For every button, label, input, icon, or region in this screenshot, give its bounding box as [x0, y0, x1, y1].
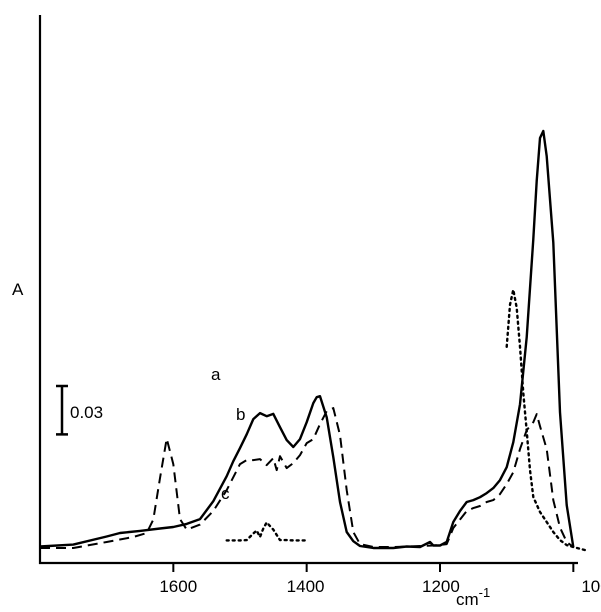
axis-layer	[38, 15, 578, 572]
series-b-label: b	[236, 405, 245, 424]
series-layer	[39, 129, 588, 552]
x-axis-unit: cm-1	[456, 585, 490, 609]
x-tick-label-1400: 1400	[287, 577, 325, 596]
scale-bar-label: 0.03	[70, 403, 103, 422]
x-axis-unit-base: cm	[456, 590, 479, 609]
x-tick-label-1000: 1000	[581, 577, 601, 596]
series-a-line	[39, 129, 575, 550]
series-c-label: c	[221, 484, 230, 503]
series-c-line-part-2	[505, 288, 588, 552]
series-c-line-part-1	[225, 521, 308, 542]
series-a-label: a	[211, 365, 221, 384]
x-axis-unit-sup: -1	[479, 585, 491, 600]
series-b-line	[40, 407, 574, 549]
x-tick-label-1600: 1600	[159, 577, 197, 596]
x-tick-label-1200: 1200	[422, 577, 460, 596]
y-axis-title: A	[12, 280, 24, 299]
label-layer: A 0.03 cm-1 1600 1400 1200 1000 a b c	[12, 280, 601, 609]
